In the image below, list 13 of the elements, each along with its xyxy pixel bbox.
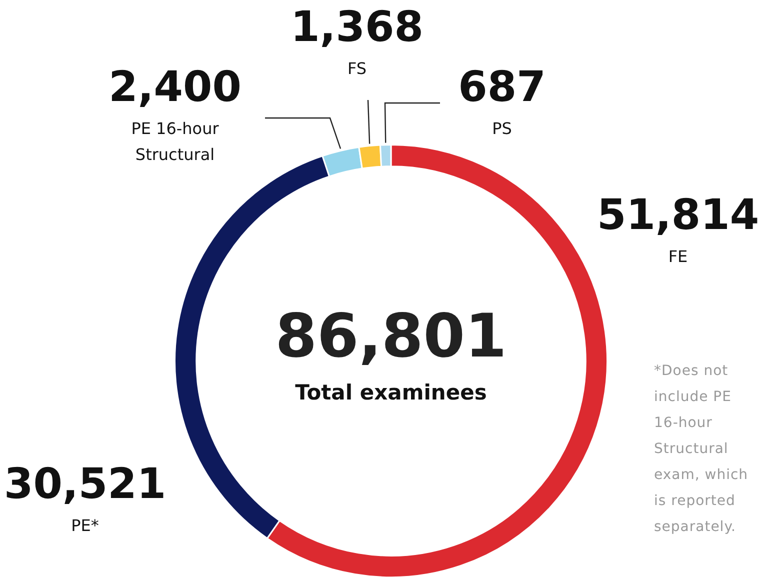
slice-label: PE 16-hour Structural [131, 119, 220, 164]
text: 86,801 [275, 302, 507, 372]
data-label: 30,521 [4, 458, 166, 508]
text: Total examinees [295, 380, 487, 404]
data-label: 2,400 [108, 62, 242, 111]
text: *Does not include PE 16-hour Structural exam, which is reported separately. [654, 362, 750, 537]
data-label: 1,368 [290, 2, 424, 51]
slice-label: PE* [71, 516, 99, 536]
data-label: 51,814 [596, 190, 758, 239]
slice-label: FS [347, 59, 367, 78]
slice-label: FE [668, 247, 688, 266]
slice-label: PS [492, 119, 512, 138]
data-label: 687 [458, 62, 546, 111]
